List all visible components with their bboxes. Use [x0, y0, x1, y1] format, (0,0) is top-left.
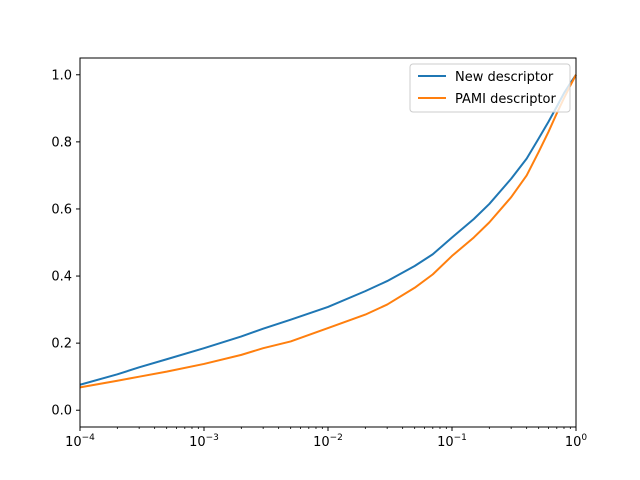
x-tick-label: 10−3: [189, 433, 219, 450]
legend: New descriptor PAMI descriptor: [409, 63, 571, 113]
y-tick-label: 0.8: [51, 135, 72, 150]
x-axis: 10−4 10−3 10−2 10−1 100: [65, 427, 587, 450]
legend-label-new-descriptor: New descriptor: [455, 70, 554, 85]
legend-label-pami-descriptor: PAMI descriptor: [455, 92, 557, 107]
x-tick-label: 10−4: [65, 433, 95, 450]
y-tick-label: 1.0: [51, 68, 72, 83]
x-tick-label: 100: [565, 433, 588, 450]
series-line-pami-descriptor: [79, 74, 577, 389]
y-tick-label: 0.2: [51, 337, 72, 352]
legend-box: [409, 63, 571, 113]
x-tick-label: 10−2: [313, 433, 343, 450]
y-tick-label: 0.0: [51, 404, 72, 419]
x-tick-label: 10−1: [437, 433, 467, 450]
series-layer: [79, 74, 577, 389]
y-axis: 0.0 0.2 0.4 0.6 0.8 1.0: [51, 68, 80, 419]
y-tick-label: 0.6: [51, 202, 72, 217]
plot-area: [80, 58, 576, 427]
y-tick-label: 0.4: [51, 270, 72, 285]
series-line-new-descriptor: [79, 74, 577, 386]
